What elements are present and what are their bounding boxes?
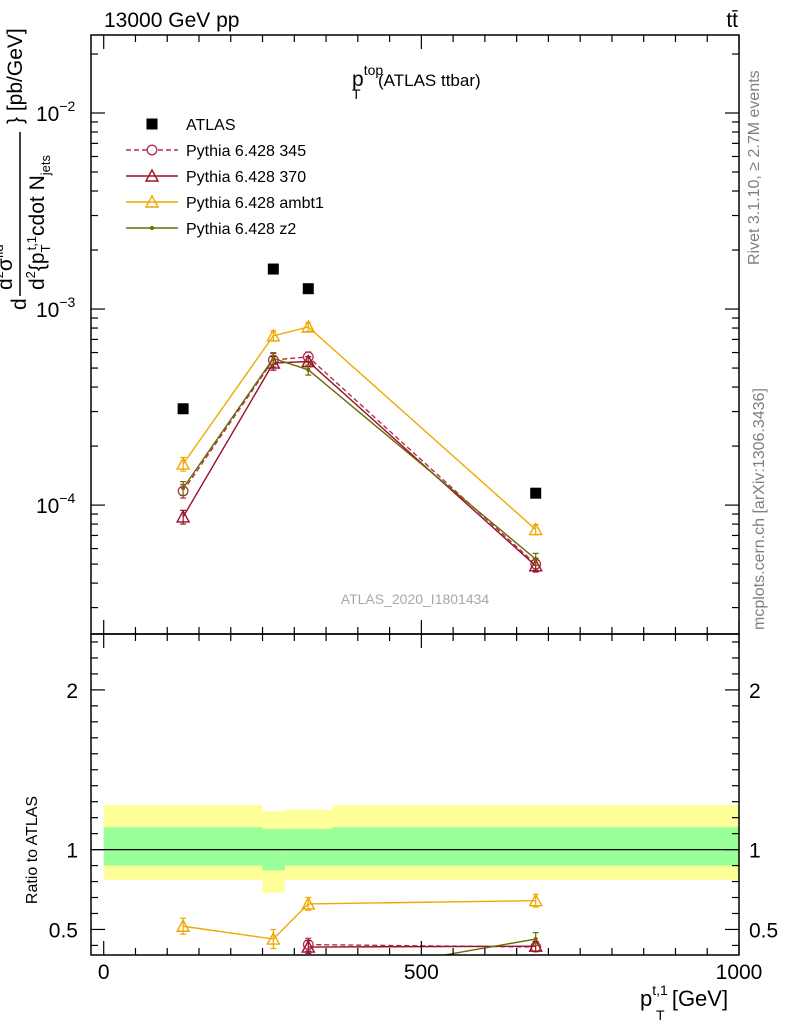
pythia-6-428-ambt1-point-3 <box>528 522 543 536</box>
xtick-label-1: 500 <box>404 961 439 984</box>
ratio-ytick-label-left-1: 1 <box>66 840 78 863</box>
pythia-6-428-370-point-0 <box>175 509 191 523</box>
ratio-pythia-6-428-370-line <box>308 945 536 948</box>
ratio-pythia-6-428-ambt1-line <box>183 900 536 940</box>
energy-label: 13000 GeV pp <box>104 9 239 32</box>
pythia-6-428-z2-point-1 <box>271 356 276 361</box>
analysis-watermark: ATLAS_2020_I1801434 <box>341 591 490 607</box>
atlas-point-2 <box>302 283 314 295</box>
xlabel-subscript: T <box>656 1007 665 1023</box>
legend-pythia-6-428-345-marker <box>146 144 158 156</box>
main-plot-series <box>175 263 543 573</box>
ratio-pythia-6-428-ambt1-point-1 <box>266 931 281 945</box>
legend-pythia-6-428-370-marker <box>144 168 160 182</box>
ratio-plot-ticks: 0.5 0.5 1 1 2 2 0 500 1000 <box>49 634 778 984</box>
ratio-ytick-label-right-1: 1 <box>749 840 761 863</box>
green-band-bin-3 <box>332 827 739 866</box>
ratio-pythia-6-428-ambt1-point-3 <box>528 893 543 907</box>
ratio-ytick-label-left-0: 0.5 <box>49 919 78 942</box>
legend-pythia-6-428-ambt1-label: Pythia 6.428 ambt1 <box>186 195 324 212</box>
xtick-label-0: 0 <box>98 961 110 984</box>
legend-pythia-6-428-z2-marker <box>150 226 154 230</box>
ratio-pythia-6-428-345-line <box>308 943 536 948</box>
ratio-pythia-6-428-z2-point-3 <box>533 937 538 942</box>
pythia-6-428-z2-line <box>182 357 537 560</box>
rivet-label: Rivet 3.1.10, ≥ 2.7M events <box>746 70 763 265</box>
plot-title-subscript: T <box>352 86 361 102</box>
pythia-6-428-345-line <box>182 356 537 565</box>
pythia-6-428-z2-point-3 <box>533 557 538 562</box>
xlabel: pt,1 [GeV] <box>640 982 728 1011</box>
ratio-ytick-label-right-2: 2 <box>749 680 761 703</box>
ratio-ylabel: Ratio to ATLAS <box>24 796 41 904</box>
xtick-label-2: 1000 <box>716 961 763 984</box>
ylabel-units: } [pb/GeV] <box>4 28 27 124</box>
ylabel-d-numerator: d <box>8 298 31 310</box>
ratio-bands <box>91 804 739 893</box>
pythia-6-428-ambt1-line <box>182 326 537 531</box>
main-plot-ticks: 10−4 10−3 10−2 <box>36 35 740 634</box>
legend-atlas-label: ATLAS <box>186 117 236 134</box>
pythia-6-428-z2-point-2 <box>306 367 311 372</box>
atlas-point-0 <box>177 403 189 415</box>
legend-pythia-6-428-ambt1-marker <box>144 194 160 208</box>
pythia-6-428-ambt1-point-1 <box>266 328 281 342</box>
ratio-ytick-label-right-0: 0.5 <box>749 919 778 942</box>
ratio-pythia-6-428-z2-point-1 <box>271 975 275 979</box>
pythia-6-428-z2-point-0 <box>181 486 186 491</box>
green-band-bin-0 <box>103 827 263 866</box>
ratio-plot-border <box>90 633 740 956</box>
mcplots-label: mcplots.cern.ch [arXiv:1306.3436] <box>751 388 768 630</box>
ylabel-numerator: d2σfid <box>0 244 17 290</box>
plot-title-rest: (ATLAS ttbar) <box>378 71 481 90</box>
legend-pythia-6-428-370-label: Pythia 6.428 370 <box>186 169 306 186</box>
plot-title: ptop <box>352 62 383 91</box>
main-ytick-label-0: 10−4 <box>36 490 76 518</box>
ratio-pythia-6-428-z2-point-0 <box>181 972 185 976</box>
atlas-point-1 <box>267 263 279 275</box>
ratio-plot-frame <box>90 633 740 956</box>
atlas-point-3 <box>530 487 542 499</box>
legend-atlas-marker <box>146 118 158 130</box>
pythia-6-428-ambt1-point-0 <box>175 456 191 470</box>
pythia-6-428-370-line <box>182 360 537 567</box>
legend-pythia-6-428-345-label: Pythia 6.428 345 <box>186 143 306 160</box>
legend-pythia-6-428-z2-label: Pythia 6.428 z2 <box>186 221 296 238</box>
main-ytick-label-2: 10−2 <box>36 98 76 126</box>
pythia-6-428-ambt1-point-2 <box>301 319 316 333</box>
legend: ATLAS Pythia 6.428 345 Pythia 6.428 370 Pyt… <box>126 117 324 238</box>
ratio-ytick-label-left-2: 2 <box>66 680 78 703</box>
ylabel-denominator: d2{pTt,1cdot Njets <box>23 155 53 290</box>
ratio-pythia-6-428-ambt1-point-2 <box>301 896 316 910</box>
main-ylabel: d d2σfid d2{pTt,1cdot Njets } [pb/GeV] <box>0 28 53 310</box>
ratio-pythia-6-428-z2-point-2 <box>306 977 310 981</box>
ratio-pythia-6-428-ambt1-point-0 <box>175 918 191 932</box>
main-ytick-label-1: 10−3 <box>36 294 76 322</box>
process-label: tt̄ <box>726 9 738 32</box>
green-band-bin-2 <box>284 828 333 866</box>
ratio-series <box>175 893 543 981</box>
ratio-pythia-6-428-370-point-0 <box>301 939 316 953</box>
